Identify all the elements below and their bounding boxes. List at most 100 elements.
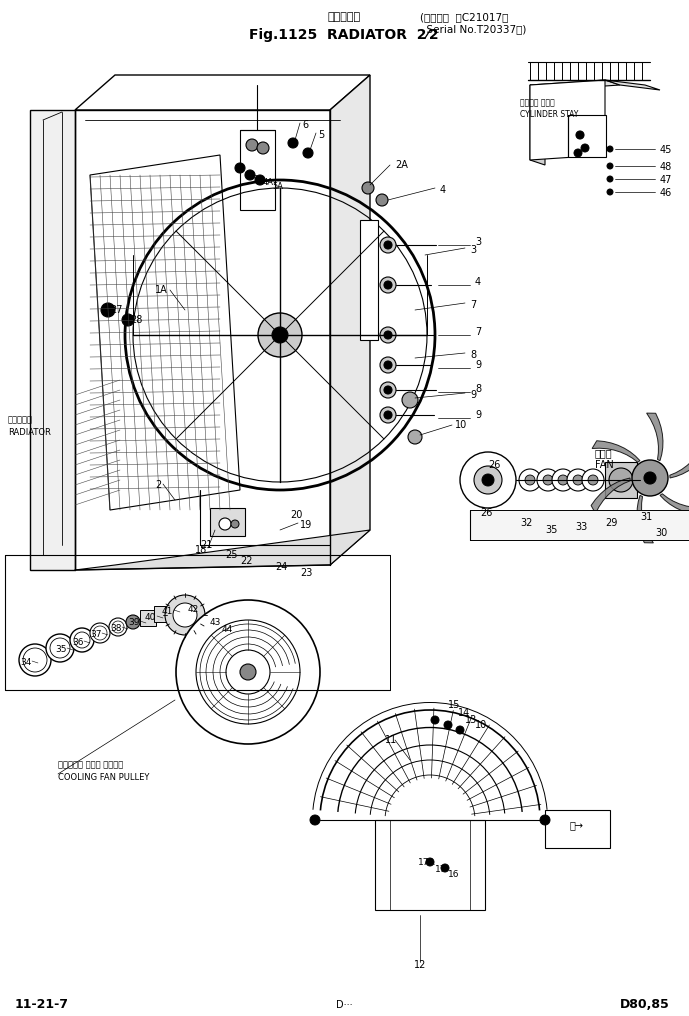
Circle shape	[235, 163, 245, 173]
Circle shape	[607, 163, 613, 169]
Text: 3A: 3A	[252, 175, 263, 184]
Text: 28: 28	[130, 315, 143, 325]
Text: シリンダ スター: シリンダ スター	[520, 98, 555, 107]
Text: 12: 12	[414, 960, 426, 970]
Circle shape	[380, 357, 396, 373]
Text: 25: 25	[225, 550, 238, 560]
Text: 4A: 4A	[263, 178, 274, 187]
Polygon shape	[30, 110, 75, 570]
Circle shape	[288, 138, 298, 148]
Polygon shape	[592, 441, 640, 462]
Polygon shape	[375, 820, 485, 910]
Circle shape	[70, 628, 94, 652]
Circle shape	[101, 303, 115, 317]
Polygon shape	[530, 85, 545, 165]
Text: 11: 11	[385, 735, 398, 745]
Text: 41: 41	[162, 607, 174, 616]
Circle shape	[310, 815, 320, 825]
Text: ラジエータ: ラジエータ	[8, 415, 33, 424]
Text: 38: 38	[110, 624, 121, 633]
Text: 23: 23	[300, 568, 312, 578]
Text: CYLINDER STAY: CYLINDER STAY	[520, 110, 578, 119]
Text: 3: 3	[475, 237, 481, 247]
Circle shape	[362, 182, 374, 194]
Circle shape	[460, 452, 516, 508]
Circle shape	[540, 815, 550, 825]
Text: 7: 7	[475, 327, 481, 337]
Text: 26: 26	[480, 508, 493, 518]
Circle shape	[525, 475, 535, 485]
Text: 35: 35	[55, 645, 67, 654]
Text: 45: 45	[660, 145, 672, 155]
Circle shape	[126, 615, 140, 629]
Circle shape	[441, 864, 449, 872]
Text: 48: 48	[660, 162, 672, 172]
Text: 37: 37	[90, 630, 101, 639]
Text: 40: 40	[145, 613, 156, 622]
Text: 9: 9	[470, 390, 476, 400]
Circle shape	[380, 327, 396, 343]
Text: ラジエータ: ラジエータ	[327, 12, 360, 22]
Circle shape	[219, 518, 231, 530]
Text: 24: 24	[275, 562, 287, 572]
Text: 46: 46	[660, 188, 672, 198]
Text: 7: 7	[470, 300, 476, 310]
Text: 35: 35	[545, 525, 557, 535]
Text: 32: 32	[520, 518, 533, 528]
Circle shape	[444, 721, 452, 729]
Text: 16: 16	[448, 870, 460, 879]
Polygon shape	[90, 155, 240, 510]
Circle shape	[607, 189, 613, 195]
Text: 14: 14	[458, 708, 471, 718]
Text: 15: 15	[448, 700, 460, 710]
Text: 9: 9	[475, 360, 481, 370]
Bar	[210, 508, 245, 536]
Circle shape	[543, 475, 553, 485]
Text: 30: 30	[655, 528, 667, 538]
Circle shape	[384, 386, 392, 394]
Text: 4: 4	[440, 185, 446, 195]
Circle shape	[303, 148, 313, 158]
Text: 27: 27	[110, 305, 123, 315]
Text: 43: 43	[210, 618, 221, 627]
Circle shape	[226, 650, 270, 694]
Text: 8: 8	[470, 350, 476, 360]
Circle shape	[474, 466, 502, 494]
Circle shape	[173, 604, 197, 627]
Text: 33: 33	[575, 522, 587, 532]
Text: 29: 29	[605, 518, 617, 528]
Circle shape	[558, 475, 568, 485]
Circle shape	[607, 176, 613, 182]
Bar	[545, 810, 610, 848]
Circle shape	[402, 392, 418, 408]
Circle shape	[109, 618, 127, 636]
Text: 21: 21	[200, 539, 212, 550]
Text: 2: 2	[155, 480, 161, 490]
Circle shape	[205, 620, 221, 636]
Circle shape	[246, 139, 258, 151]
Circle shape	[380, 382, 396, 398]
Circle shape	[384, 411, 392, 419]
Text: 矢→: 矢→	[570, 820, 584, 830]
Circle shape	[537, 469, 559, 491]
Circle shape	[380, 277, 396, 293]
Bar	[240, 130, 275, 210]
Circle shape	[384, 361, 392, 369]
Text: 10: 10	[455, 420, 467, 430]
Text: 6: 6	[302, 120, 308, 130]
Polygon shape	[646, 414, 663, 460]
Text: RADIATOR: RADIATOR	[8, 428, 51, 437]
Circle shape	[90, 623, 110, 643]
Text: Fig.1125  RADIATOR  2⁄2: Fig.1125 RADIATOR 2⁄2	[249, 28, 439, 42]
Text: 5: 5	[318, 130, 325, 140]
Text: FAN: FAN	[595, 460, 614, 470]
Polygon shape	[75, 530, 370, 570]
Text: 11-21-7: 11-21-7	[15, 998, 69, 1011]
Text: COOLING FAN PULLEY: COOLING FAN PULLEY	[58, 773, 150, 782]
Circle shape	[240, 664, 256, 680]
Circle shape	[231, 520, 239, 528]
Circle shape	[165, 595, 205, 635]
Text: 47: 47	[660, 175, 672, 185]
Polygon shape	[470, 510, 689, 539]
Text: D80,85: D80,85	[620, 998, 670, 1011]
